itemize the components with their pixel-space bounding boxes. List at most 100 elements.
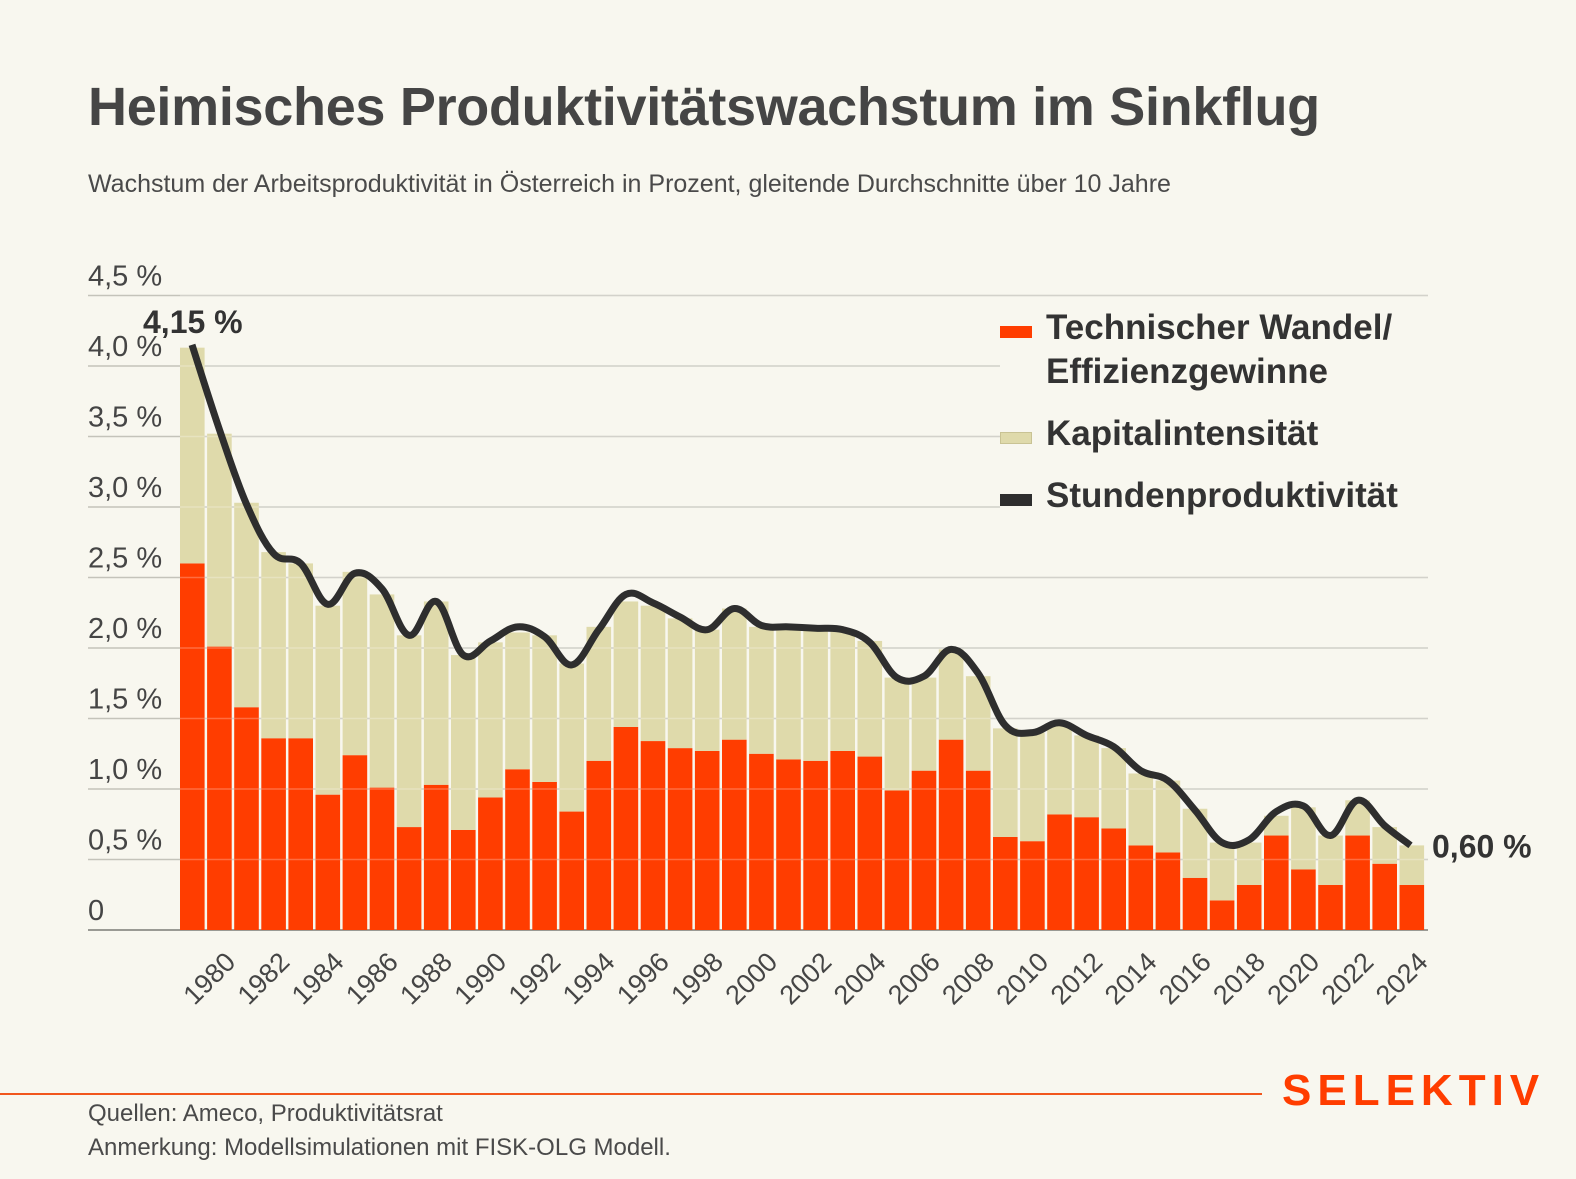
- bar-technischer-wandel-2005: [884, 790, 910, 930]
- x-tick-label: 2018: [1207, 947, 1271, 1011]
- bar-technischer-wandel-1989: [451, 829, 476, 930]
- bar-technischer-wandel-2022: [1345, 835, 1370, 930]
- bar-technischer-wandel-2008: [965, 770, 991, 930]
- bar-kapitalintensitaet-1992: [532, 635, 557, 782]
- bar-technischer-wandel-1986: [369, 787, 395, 930]
- x-tick-label: 2024: [1370, 947, 1434, 1011]
- legend-swatch-line: [1000, 494, 1032, 506]
- legend-item-stundenproduktivitaet: Stundenproduktivität: [1000, 474, 1440, 518]
- bar-technischer-wandel-2003: [830, 750, 855, 930]
- bar-technischer-wandel-1984: [315, 794, 341, 930]
- bar-kapitalintensitaet-2011: [1047, 722, 1072, 815]
- bar-kapitalintensitaet-2003: [830, 631, 855, 751]
- bar-kapitalintensitaet-2012: [1074, 735, 1099, 818]
- bar-kapitalintensitaet-2021: [1318, 835, 1343, 885]
- x-tick-label: 1990: [449, 947, 513, 1011]
- x-tick-label: 1988: [394, 947, 458, 1011]
- chart-area: 0 0,5 % 1,0 % 1,5 % 2,0 % 2,5 % 3,0 % 3,5 % 4,0 …: [88, 261, 1532, 1011]
- bar-technischer-wandel-1999: [722, 739, 747, 930]
- y-axis-labels: 0 0,5 % 1,0 % 1,5 % 2,0 % 2,5 % 3,0 % 3,5 % 4,0 …: [88, 261, 162, 928]
- bar-technischer-wandel-1987: [396, 827, 422, 930]
- x-tick-label: 2000: [720, 947, 784, 1011]
- x-tick-label: 1992: [503, 947, 567, 1011]
- y-tick-label: 4,0 %: [88, 331, 162, 363]
- x-tick-label: 2022: [1316, 947, 1380, 1011]
- bar-technischer-wandel-2007: [938, 739, 964, 930]
- y-tick-label: 2,5 %: [88, 543, 162, 575]
- x-tick-label: 2004: [828, 947, 892, 1011]
- bar-kapitalintensitaet-1984: [315, 605, 341, 795]
- x-tick-label: 1982: [232, 947, 296, 1011]
- bar-technischer-wandel-2006: [911, 770, 937, 930]
- y-tick-label: 0: [88, 895, 104, 927]
- bar-technischer-wandel-2019: [1264, 835, 1289, 930]
- bar-kapitalintensitaet-1982: [261, 552, 286, 739]
- y-tick-label: 1,5 %: [88, 684, 162, 716]
- annotation-end-value: 0,60 %: [1432, 828, 1532, 864]
- bar-technischer-wandel-1997: [667, 748, 693, 930]
- bar-kapitalintensitaet-2004: [857, 640, 883, 757]
- bar-technischer-wandel-1988: [423, 784, 449, 930]
- y-tick-label: 4,5 %: [88, 261, 162, 293]
- x-tick-label: 1980: [178, 947, 242, 1011]
- bar-kapitalintensitaet-1981: [234, 502, 259, 708]
- x-tick-label: 2008: [936, 947, 1000, 1011]
- footnote-sources: Quellen: Ameco, Produktivitätsrat: [88, 1100, 443, 1127]
- bar-kapitalintensitaet-1986: [369, 594, 395, 788]
- bar-kapitalintensitaet-2014: [1128, 773, 1154, 846]
- bar-kapitalintensitaet-2010: [1020, 732, 1045, 842]
- bar-kapitalintensitaet-1988: [423, 601, 449, 785]
- bar-technischer-wandel-1980: [207, 646, 232, 930]
- bar-technischer-wandel-1990: [478, 797, 503, 930]
- bar-technischer-wandel-1994: [586, 760, 612, 930]
- chart-title: Heimisches Produktivitätswachstum im Sin…: [88, 77, 1320, 137]
- bar-kapitalintensitaet-2000: [749, 626, 774, 754]
- bar-technischer-wandel-1998: [694, 750, 720, 930]
- bar-technischer-wandel-2001: [776, 759, 801, 930]
- bar-technischer-wandel-1985: [342, 755, 368, 930]
- x-tick-label: 1998: [665, 947, 729, 1011]
- bar-technischer-wandel-2016: [1182, 877, 1208, 930]
- bar-kapitalintensitaet-1991: [505, 632, 530, 770]
- legend-swatch-red: [1000, 326, 1032, 338]
- legend-label-stundenproduktivitaet: Stundenproduktivität: [1046, 476, 1398, 515]
- bar-technischer-wandel-2017: [1209, 900, 1235, 930]
- bar-technischer-wandel-2011: [1047, 814, 1072, 930]
- legend: Technischer Wandel/ Effizienzgewinne Kap…: [1000, 306, 1440, 536]
- x-tick-label: 2016: [1153, 947, 1217, 1011]
- bar-kapitalintensitaet-2017: [1209, 842, 1235, 901]
- legend-label-kapitalintensitaet: Kapitalintensität: [1046, 414, 1319, 453]
- bar-kapitalintensitaet-2002: [803, 629, 828, 761]
- x-tick-label: 2010: [991, 947, 1055, 1011]
- footer-divider: [0, 1093, 1262, 1095]
- bar-kapitalintensitaet-2013: [1101, 748, 1126, 829]
- bar-technischer-wandel-2012: [1074, 817, 1099, 930]
- bar-technischer-wandel-1996: [640, 741, 666, 930]
- bar-technischer-wandel-2009: [993, 836, 1018, 930]
- y-tick-label: 3,5 %: [88, 402, 162, 434]
- legend-label-technischer-wandel: Technischer Wandel/: [1046, 308, 1393, 347]
- bar-kapitalintensitaet-1979: [180, 347, 205, 564]
- bar-kapitalintensitaet-2005: [884, 677, 910, 791]
- legend-item-kapitalintensitaet: Kapitalintensität: [1000, 412, 1440, 456]
- series-line-stundenproduktivitaet: [188, 343, 1413, 849]
- bar-technischer-wandel-2018: [1236, 884, 1262, 930]
- bar-kapitalintensitaet-1989: [451, 655, 476, 830]
- bar-kapitalintensitaet-1993: [559, 663, 584, 812]
- bar-technischer-wandel-1991: [505, 769, 530, 930]
- x-tick-label: 1984: [286, 947, 350, 1011]
- bar-kapitalintensitaet-2024: [1399, 845, 1425, 885]
- x-tick-label: 1994: [557, 947, 621, 1011]
- bar-kapitalintensitaet-1995: [613, 601, 639, 727]
- bar-technischer-wandel-1993: [559, 811, 584, 930]
- bar-technischer-wandel-1983: [288, 738, 313, 930]
- bar-kapitalintensitaet-1980: [207, 433, 232, 647]
- bar-technischer-wandel-1979: [180, 563, 205, 930]
- bar-kapitalintensitaet-1987: [396, 635, 422, 828]
- bar-technischer-wandel-1981: [234, 707, 259, 930]
- bar-kapitalintensitaet-1990: [478, 642, 503, 798]
- bar-kapitalintensitaet-2009: [993, 728, 1018, 837]
- y-tick-label: 1,0 %: [88, 754, 162, 786]
- x-axis-labels: 1980198219841986198819901992199419961998…: [178, 947, 1434, 1011]
- bar-kapitalintensitaet-2018: [1236, 842, 1262, 885]
